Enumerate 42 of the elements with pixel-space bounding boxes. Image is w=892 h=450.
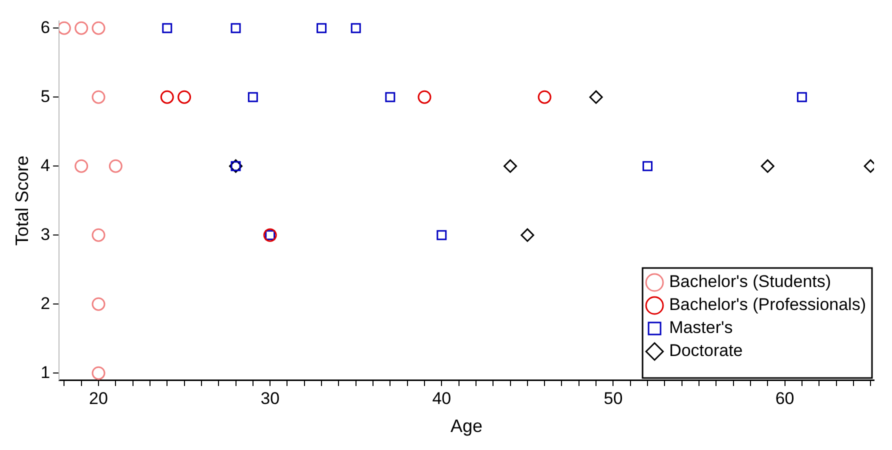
- point: [642, 161, 653, 172]
- point: [230, 23, 241, 34]
- y-axis-title: Total Score: [12, 156, 32, 246]
- x-tick-label: 50: [604, 388, 623, 408]
- point: [92, 228, 106, 242]
- y-tick-label: 2: [40, 294, 50, 313]
- x-tick-label: 60: [775, 388, 794, 408]
- y-tick-label: 4: [40, 156, 50, 175]
- x-tick-label: 20: [89, 388, 108, 408]
- point: [162, 23, 172, 34]
- point: [504, 159, 518, 173]
- x-axis-title: Age: [450, 416, 483, 436]
- point: [160, 90, 174, 104]
- point: [92, 90, 106, 104]
- y-tick-label: 1: [40, 362, 50, 382]
- point: [589, 90, 603, 104]
- y-tick-label: 5: [40, 86, 50, 106]
- point: [385, 92, 396, 102]
- point: [74, 159, 88, 173]
- point: [520, 228, 534, 242]
- point: [316, 23, 327, 34]
- x-tick-label: 40: [432, 388, 452, 408]
- point: [92, 21, 106, 35]
- legend-label: Master's: [669, 318, 733, 338]
- legend-label: Doctorate: [669, 341, 743, 360]
- y-tick-label: 3: [40, 224, 50, 244]
- point: [418, 90, 432, 104]
- point: [248, 92, 258, 102]
- point: [92, 366, 106, 380]
- y-tick-label: 6: [40, 18, 50, 37]
- point: [538, 90, 552, 104]
- legend-label: Bachelor's (Students): [669, 272, 832, 292]
- point: [74, 21, 88, 35]
- legend-label: Bachelor's (Professionals): [669, 295, 866, 314]
- point: [436, 230, 447, 240]
- point: [796, 92, 807, 102]
- point: [178, 90, 192, 104]
- point: [108, 159, 122, 173]
- point: [760, 159, 774, 173]
- x-tick-label: 30: [260, 388, 280, 408]
- point: [350, 23, 361, 34]
- point: [92, 297, 106, 311]
